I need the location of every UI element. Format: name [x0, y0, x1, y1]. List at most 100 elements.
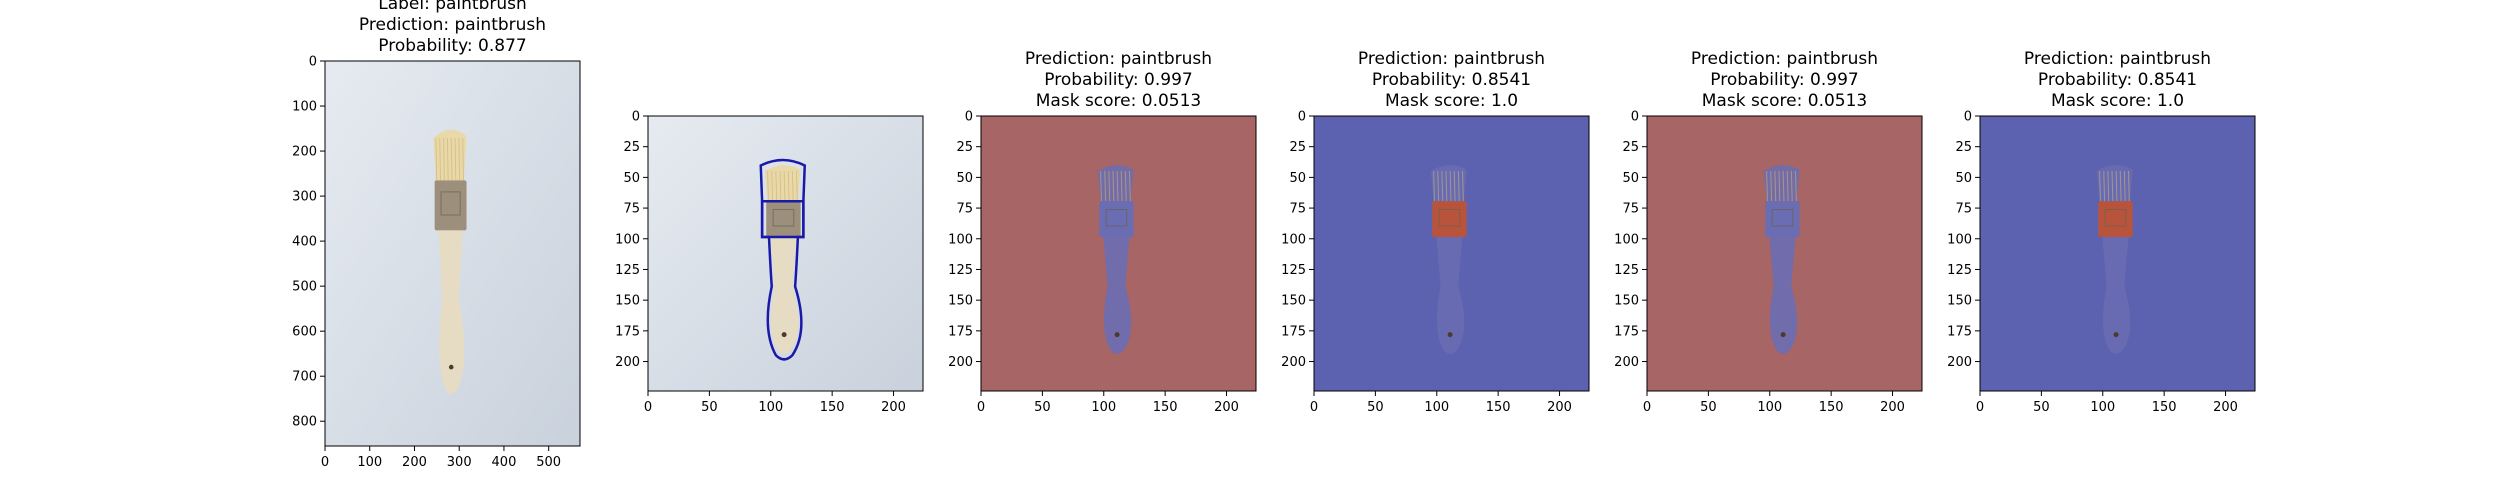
panel-title: Label: paintbrush Prediction: paintbrush P…	[359, 0, 546, 57]
bristle-strand	[462, 137, 464, 181]
y-tick-label: 50	[1955, 171, 1972, 186]
handle-hole	[1114, 332, 1120, 338]
bristle-strand	[1795, 170, 1797, 202]
bristle-strand	[1116, 170, 1119, 202]
x-tick-label: 150	[1819, 400, 1844, 415]
brush-handle	[770, 237, 799, 354]
y-tick-label: 25	[956, 140, 973, 155]
title-line: Probability: 0.997	[1044, 70, 1193, 90]
bristle-strand	[779, 170, 782, 202]
brush-handle	[1769, 237, 1798, 354]
y-tick-label: 0	[309, 55, 317, 70]
x-tick-label: 150	[2152, 400, 2177, 415]
axes-frame	[980, 115, 1257, 392]
y-tick-label: 200	[1947, 355, 1972, 370]
x-tick-label: 50	[1700, 400, 1717, 415]
bristle-strand	[1112, 170, 1115, 202]
y-tick-label: 0	[965, 110, 973, 125]
bristle-strand	[791, 170, 794, 202]
panel-title: Prediction: paintbrush Probability: 0.854…	[2024, 49, 2211, 112]
ferrule-label	[440, 191, 461, 216]
bristle-strand	[2111, 170, 2114, 202]
title-line: Label: paintbrush	[378, 0, 527, 14]
x-tick-label: 200	[2213, 400, 2238, 415]
x-tick-label: 0	[321, 455, 329, 470]
bristle-strand	[1774, 170, 1777, 202]
y-tick-label: 175	[1614, 324, 1639, 339]
y-tick-label: 150	[615, 294, 640, 309]
panel-6: 0 50 100 150 200 0 25 50 75 100 125 150 175 200	[1947, 110, 2256, 415]
bristle-strand	[1437, 170, 1440, 202]
axes-frame	[1979, 115, 2256, 392]
brush-bristles	[2096, 165, 2133, 202]
x-tick-label: 100	[1424, 400, 1449, 415]
paintbrush-image	[1763, 165, 1800, 354]
title-line: Mask score: 1.0	[1384, 91, 1519, 111]
x-tick-label: 200	[1214, 400, 1239, 415]
y-tick-label: 200	[292, 145, 317, 160]
ferrule-label	[1438, 209, 1461, 227]
brush-bristles	[764, 165, 801, 202]
y-tick-label: 175	[948, 324, 973, 339]
x-tick-label: 0	[1976, 400, 1984, 415]
ferrule-label	[1771, 209, 1794, 227]
bristle-strand	[775, 170, 778, 202]
title-line: Probability: 0.997	[1710, 70, 1859, 90]
y-tick-label: 75	[956, 202, 973, 217]
title-line: Prediction: paintbrush	[358, 15, 547, 35]
bristle-strand	[446, 137, 449, 181]
brush-ferrule	[2098, 201, 2133, 237]
bristle-strand	[1124, 170, 1127, 202]
bristle-strand	[1441, 170, 1444, 202]
bristle-strand	[439, 137, 442, 181]
y-tick-label: 50	[1622, 171, 1639, 186]
brush-handle	[1103, 237, 1132, 354]
x-tick-label: 100	[2090, 400, 2115, 415]
title-line: Mask score: 1.0	[2050, 91, 2185, 111]
bristle-strand	[2123, 170, 2126, 202]
y-tick-label: 100	[948, 232, 973, 247]
y-tick-label: 150	[1614, 294, 1639, 309]
x-tick-label: 50	[1367, 400, 1384, 415]
bristle-strand	[2128, 170, 2130, 202]
paintbrush-image	[1097, 165, 1134, 354]
title-line: Probability: 0.877	[378, 36, 527, 56]
bristle-strand	[450, 137, 453, 181]
brush-bristles	[1097, 165, 1134, 202]
bristle-strand	[1129, 170, 1131, 202]
paintbrush-image	[433, 129, 467, 395]
bristle-strand	[1453, 170, 1456, 202]
y-tick-label: 25	[1289, 140, 1306, 155]
panel-title: Prediction: paintbrush Probability: 0.854…	[1358, 49, 1545, 112]
panel-4: 0 50 100 150 200 0 25 50 75 100 125 150 175 200	[1281, 110, 1590, 415]
bristle-strand	[767, 170, 769, 202]
panel-title: Prediction: paintbrush Probability: 0.997…	[1691, 49, 1878, 112]
panel-3: 0 50 100 150 200 0 25 50 75 100 125 150 175 200	[948, 110, 1257, 415]
y-tick-label: 0	[1631, 110, 1639, 125]
paintbrush-image	[1430, 165, 1467, 354]
brush-bristles	[1430, 165, 1467, 202]
bristle-strand	[1108, 170, 1111, 202]
y-tick-label: 150	[948, 294, 973, 309]
y-tick-label: 150	[1947, 294, 1972, 309]
handle-hole	[448, 364, 454, 370]
x-tick-label: 100	[357, 455, 382, 470]
y-tick-label: 100	[615, 232, 640, 247]
brush-ferrule	[766, 201, 801, 237]
x-tick-label: 100	[1757, 400, 1782, 415]
brush-handle	[438, 230, 465, 395]
x-tick-label: 200	[1547, 400, 1572, 415]
panel-1: 0 100 200 300 400 500 0 100 200 300 400 500 600 700 80…	[292, 55, 581, 470]
bristle-strand	[443, 137, 445, 181]
x-tick-label: 200	[1880, 400, 1905, 415]
y-tick-label: 500	[292, 280, 317, 295]
bristle-strand	[2115, 170, 2118, 202]
x-tick-label: 400	[492, 455, 517, 470]
axes-frame	[324, 60, 581, 447]
title-line: Prediction: paintbrush	[2023, 49, 2212, 69]
y-tick-label: 175	[1947, 324, 1972, 339]
brush-ferrule	[1099, 201, 1134, 237]
y-tick-label: 125	[1947, 263, 1972, 278]
bristle-strand	[1782, 170, 1785, 202]
